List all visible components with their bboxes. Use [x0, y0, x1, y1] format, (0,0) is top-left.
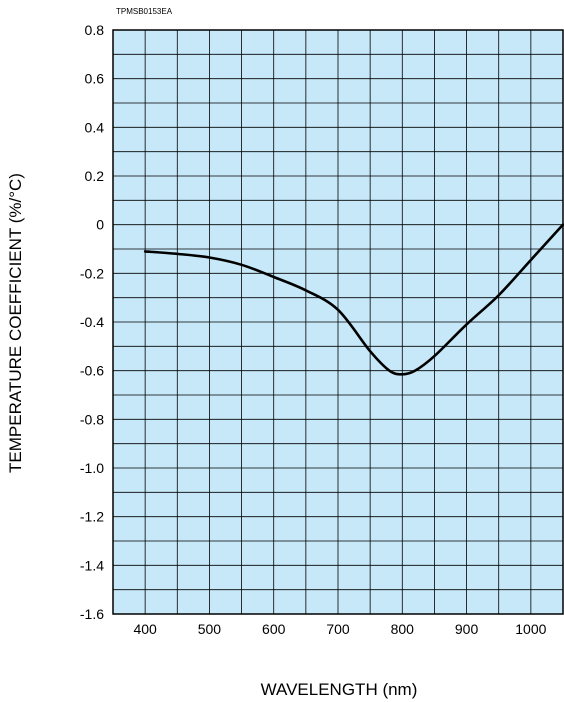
x-tick-label: 1000 [515, 621, 546, 637]
grid-lines [113, 30, 563, 614]
series-line [143, 223, 564, 376]
x-tick-label: 500 [198, 621, 222, 637]
y-axis-ticks: 0.8 0.6 0.4 0.2 0 -0.2 -0.4 -0.6 -0.8 -1.0 -1.2 -1.… [80, 22, 104, 622]
y-tick-label: -1.6 [80, 606, 104, 622]
x-tick-label: 900 [455, 621, 479, 637]
y-tick-label: 0 [96, 217, 104, 233]
y-tick-label: -0.2 [80, 265, 104, 281]
x-tick-label: 600 [262, 621, 286, 637]
x-axis-label: WAVELENGTH (nm) [261, 680, 418, 699]
y-tick-label: -0.4 [80, 314, 104, 330]
y-tick-label: 0.6 [85, 71, 105, 87]
series-layer [143, 223, 564, 376]
y-tick-label: -0.8 [80, 411, 104, 427]
y-tick-label: -1.4 [80, 557, 104, 573]
y-axis-label: TEMPERATURE COEFFICIENT (%/°C) [6, 173, 25, 473]
y-tick-label: -0.6 [80, 363, 104, 379]
x-tick-label: 400 [133, 621, 157, 637]
y-tick-label: 0.2 [85, 168, 105, 184]
x-axis-ticks: 400 500 600 700 800 900 1000 [133, 621, 546, 637]
y-tick-label: -1.0 [80, 460, 104, 476]
figure-code: TPMSB0153EA [116, 7, 173, 16]
y-tick-label: 0.4 [85, 119, 105, 135]
x-tick-label: 700 [326, 621, 350, 637]
y-tick-label: 0.8 [85, 22, 105, 38]
x-tick-label: 800 [391, 621, 415, 637]
y-tick-label: -1.2 [80, 509, 104, 525]
